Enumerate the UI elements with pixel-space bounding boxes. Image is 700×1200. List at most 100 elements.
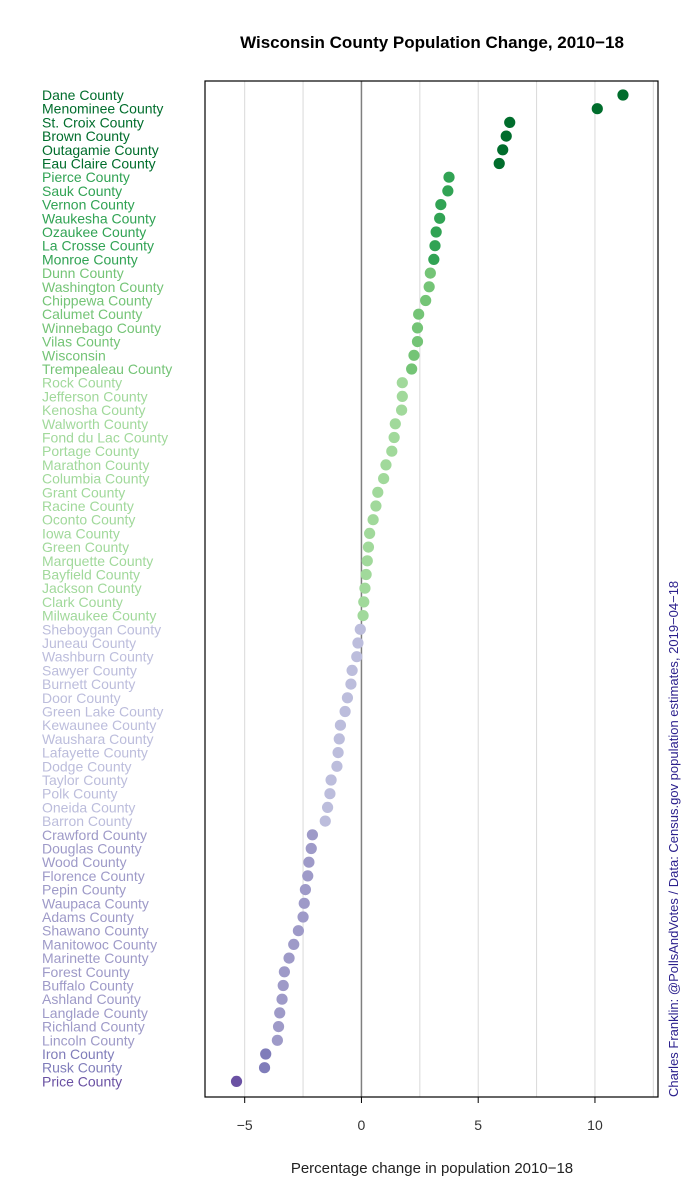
data-point bbox=[299, 884, 312, 896]
data-point bbox=[297, 911, 309, 923]
data-point bbox=[386, 445, 398, 457]
county-label: Brown County bbox=[42, 128, 130, 144]
data-point bbox=[435, 199, 447, 211]
data-point bbox=[493, 157, 505, 170]
county-label: Waushara County bbox=[42, 731, 154, 747]
x-axis-label: Percentage change in population 2010−18 bbox=[291, 1160, 573, 1177]
county-label: Polk County bbox=[42, 786, 117, 802]
county-label: Wood County bbox=[42, 854, 127, 870]
county-label: Marquette County bbox=[42, 553, 153, 569]
county-label: Sheboygan County bbox=[42, 621, 161, 637]
data-point bbox=[319, 815, 331, 827]
chart-title: Wisconsin County Population Change, 2010… bbox=[240, 33, 624, 52]
county-label: Vilas County bbox=[42, 334, 120, 350]
county-label: Waupaca County bbox=[42, 895, 149, 911]
data-point bbox=[367, 514, 379, 526]
county-label: Winnebago County bbox=[42, 320, 161, 336]
data-point bbox=[351, 651, 363, 663]
data-point bbox=[334, 719, 347, 731]
data-point bbox=[423, 281, 435, 293]
county-label: Barron County bbox=[42, 813, 132, 829]
data-point bbox=[504, 116, 516, 128]
county-label: Dane County bbox=[42, 87, 124, 103]
data-point bbox=[364, 527, 376, 540]
county-label: Door County bbox=[42, 690, 121, 706]
county-label: Pierce County bbox=[42, 169, 130, 185]
county-label: Ozaukee County bbox=[42, 224, 146, 240]
data-point bbox=[372, 486, 384, 498]
data-point bbox=[420, 294, 432, 307]
data-point bbox=[298, 897, 310, 909]
data-point bbox=[352, 637, 364, 649]
data-point bbox=[497, 144, 509, 156]
county-label: Adams County bbox=[42, 909, 134, 925]
data-point bbox=[339, 705, 351, 718]
data-point bbox=[429, 240, 441, 252]
county-label: Douglas County bbox=[42, 841, 142, 857]
county-label: Racine County bbox=[42, 498, 134, 514]
data-point bbox=[413, 308, 425, 320]
data-point bbox=[370, 500, 382, 512]
data-point bbox=[277, 979, 289, 992]
data-point bbox=[346, 664, 358, 677]
data-point bbox=[361, 555, 373, 567]
data-point bbox=[411, 322, 424, 334]
county-label: Walworth County bbox=[42, 416, 148, 432]
county-label: Dunn County bbox=[42, 265, 124, 281]
county-label: Juneau County bbox=[42, 635, 136, 651]
county-label: Oneida County bbox=[42, 799, 135, 815]
county-label: Buffalo County bbox=[42, 978, 134, 994]
county-label: Dodge County bbox=[42, 758, 132, 774]
x-tick-label: 10 bbox=[587, 1117, 603, 1133]
county-label: Jefferson County bbox=[42, 388, 148, 404]
county-label: Sauk County bbox=[42, 183, 122, 199]
county-label: Price County bbox=[42, 1073, 122, 1089]
county-label: La Crosse County bbox=[42, 238, 154, 254]
county-label: Bayfield County bbox=[42, 567, 140, 583]
data-point bbox=[430, 226, 442, 238]
county-label: Green Lake County bbox=[42, 704, 163, 720]
data-point bbox=[378, 473, 390, 485]
data-point bbox=[333, 733, 345, 745]
data-point bbox=[274, 1007, 286, 1019]
data-point bbox=[288, 938, 300, 951]
data-point bbox=[360, 568, 372, 581]
data-point bbox=[428, 253, 440, 265]
county-label: Oconto County bbox=[42, 512, 135, 528]
data-point bbox=[354, 623, 366, 635]
county-label: Vernon County bbox=[42, 197, 135, 213]
data-point bbox=[442, 185, 454, 197]
county-label: Rock County bbox=[42, 375, 122, 391]
data-point bbox=[324, 788, 336, 800]
data-point bbox=[331, 760, 343, 772]
county-label: Waukesha County bbox=[42, 210, 156, 226]
data-point bbox=[271, 1034, 283, 1046]
county-label: Manitowoc County bbox=[42, 936, 157, 952]
county-label: Milwaukee County bbox=[42, 608, 156, 624]
data-point bbox=[341, 692, 354, 704]
county-label: Ashland County bbox=[42, 991, 141, 1007]
county-label: Grant County bbox=[42, 484, 125, 500]
county-label: Sawyer County bbox=[42, 662, 137, 678]
county-label: Richland County bbox=[42, 1019, 145, 1035]
data-point bbox=[283, 952, 295, 964]
credit-text: Charles Franklin: @PollsAndVotes / Data:… bbox=[666, 581, 681, 1097]
county-label: Lincoln County bbox=[42, 1032, 135, 1048]
data-point bbox=[617, 89, 629, 101]
county-label: Forest County bbox=[42, 964, 130, 980]
county-label: Lafayette County bbox=[42, 745, 148, 761]
data-point bbox=[303, 856, 315, 868]
data-point bbox=[332, 747, 344, 759]
data-point bbox=[396, 390, 408, 402]
county-label: Menominee County bbox=[42, 101, 163, 117]
county-label: Columbia County bbox=[42, 471, 149, 487]
county-label: Monroe County bbox=[42, 251, 138, 267]
x-axis: −5 0 5 10 bbox=[237, 1097, 603, 1133]
grid-layer bbox=[244, 81, 654, 1097]
county-label: Kenosha County bbox=[42, 402, 146, 418]
data-point bbox=[292, 925, 305, 937]
data-point bbox=[272, 1021, 285, 1033]
data-point bbox=[591, 103, 603, 115]
data-point bbox=[302, 870, 314, 882]
county-label: Marathon County bbox=[42, 457, 149, 473]
